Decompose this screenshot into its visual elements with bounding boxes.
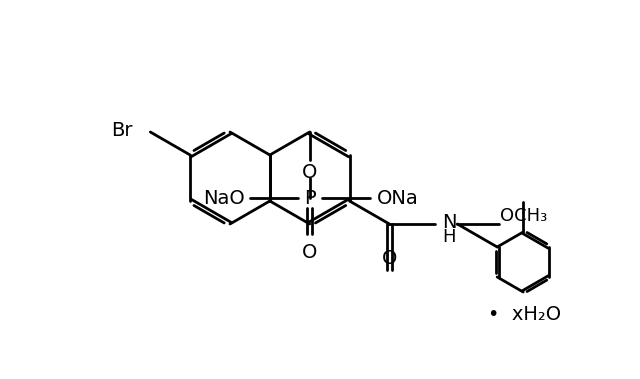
Text: Br: Br — [111, 122, 132, 141]
Text: •  xH₂O: • xH₂O — [488, 305, 561, 324]
Text: NaO: NaO — [203, 188, 244, 207]
Text: ONa: ONa — [377, 188, 419, 207]
Text: P: P — [304, 188, 316, 207]
Text: OCH₃: OCH₃ — [500, 207, 547, 225]
Text: O: O — [302, 243, 317, 262]
Text: H: H — [443, 228, 456, 246]
Text: O: O — [381, 249, 397, 268]
Text: O: O — [302, 163, 317, 182]
Text: N: N — [442, 213, 456, 232]
